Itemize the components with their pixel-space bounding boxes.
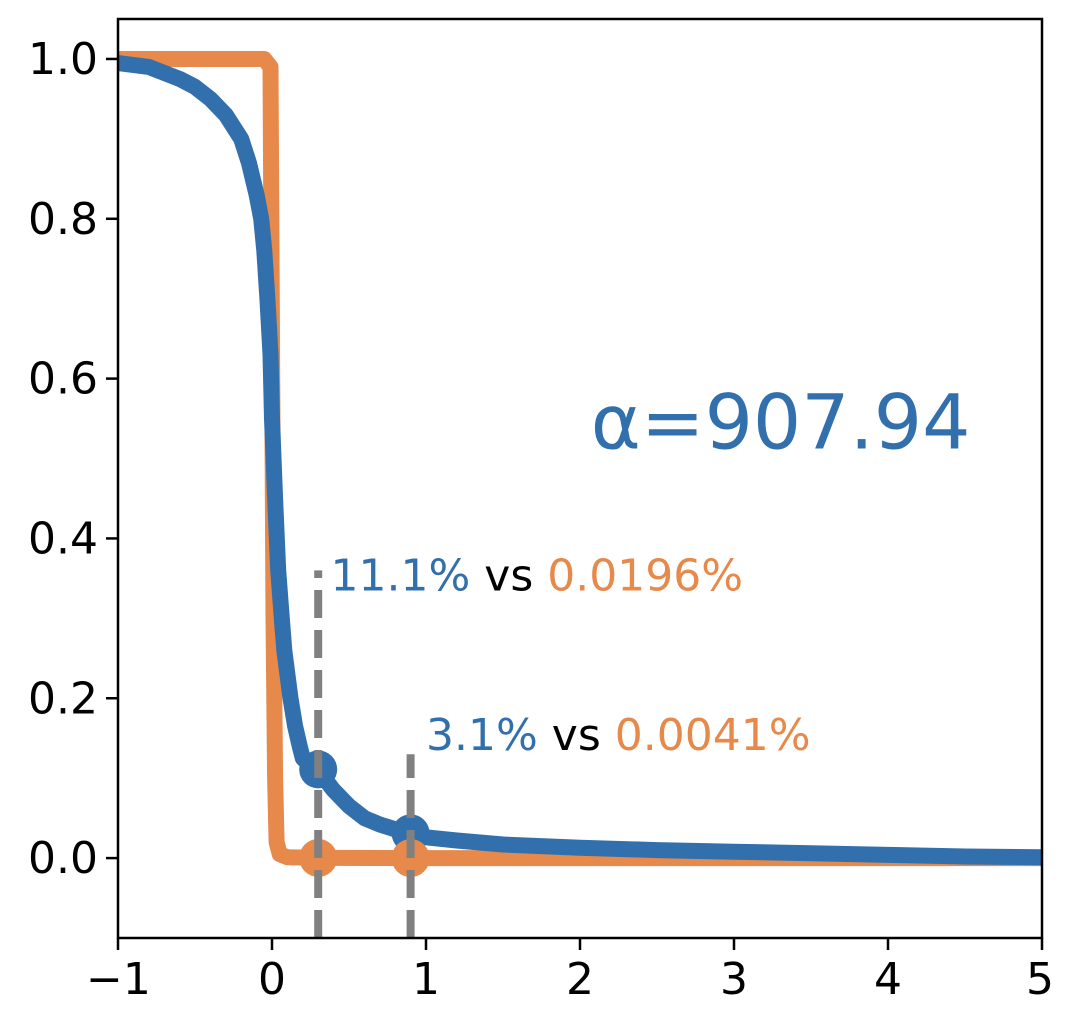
x-tick-label: 3	[720, 954, 748, 1005]
y-tick-label: 0.0	[28, 833, 98, 884]
y-tick-label: 1.0	[28, 34, 98, 85]
annotation-part: 3.1%	[426, 710, 538, 761]
series-line-blue	[118, 55, 1042, 866]
annotation-text: 11.1% vs 0.0196%	[331, 550, 743, 601]
plot-frame	[116, 17, 1044, 940]
annotation-part: vs	[470, 550, 547, 601]
annotation-part: 11.1%	[331, 550, 471, 601]
y-tick-label: 0.4	[28, 513, 98, 564]
annotation-part: vs	[538, 710, 615, 761]
plot-area: 11.1% vs 0.0196% 3.1% vs 0.0041% α=907.94	[118, 51, 1042, 938]
annotation-part: 0.0041%	[615, 710, 811, 761]
y-tick-label: 0.8	[28, 194, 98, 245]
x-tick-label: 5	[1026, 954, 1054, 1005]
x-tick-label: 1	[412, 954, 440, 1005]
x-tick-label: 2	[566, 954, 594, 1005]
x-tick-label: 4	[874, 954, 902, 1005]
x-tick-label: 0	[258, 954, 286, 1005]
y-tick-label: 0.6	[28, 354, 98, 405]
alpha-label: α=907.94	[591, 378, 971, 467]
annotation-text: 3.1% vs 0.0041%	[426, 710, 811, 761]
axis-ticks: −1 0 1 2 3 4 5 0.0 0.2 0.4 0.6 0.8 1.0	[28, 34, 1054, 1005]
annotation-part: 0.0196%	[547, 550, 743, 601]
x-tick-label: −1	[86, 954, 151, 1005]
data-marker	[391, 839, 430, 878]
y-tick-label: 0.2	[28, 673, 98, 724]
